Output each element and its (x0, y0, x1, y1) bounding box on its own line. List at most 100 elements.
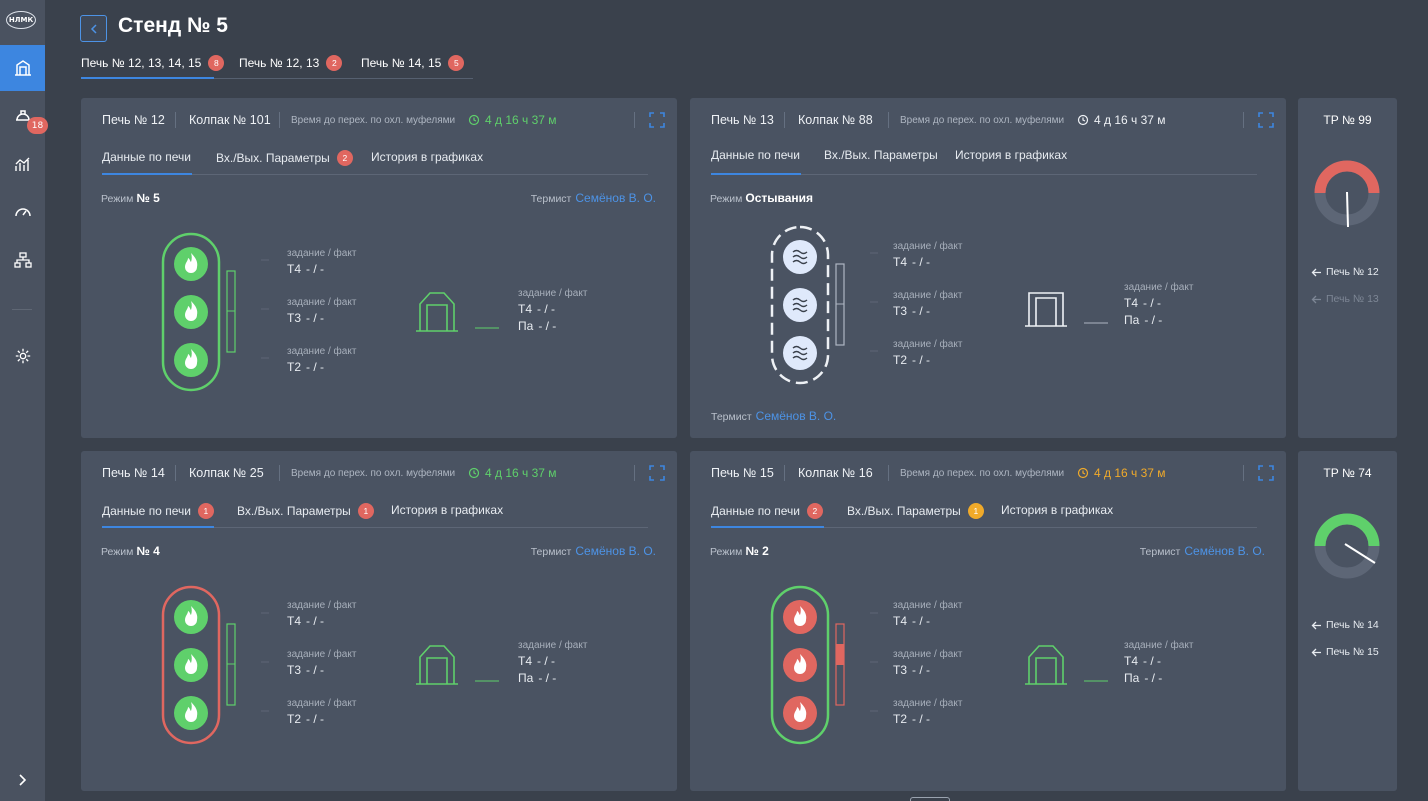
mode-label: Режим (101, 546, 134, 558)
point-value: - / - (1143, 296, 1162, 310)
point-value: - / - (306, 614, 325, 628)
nav-analytics[interactable] (0, 141, 45, 187)
fullscreen-icon[interactable] (1258, 465, 1274, 481)
arrow-left-icon (1311, 295, 1321, 303)
transformer-title: ТР № 74 (1323, 466, 1372, 480)
point-name: Т4 (518, 654, 533, 668)
chevron-right-icon (19, 774, 27, 786)
furnace-diagram (770, 225, 878, 385)
point-header: задание / факт (518, 640, 588, 651)
burner-flame-icon (783, 648, 817, 682)
point-value: - / - (537, 302, 556, 316)
tab-label: Вх./Вых. Параметры (216, 151, 330, 165)
notification-badge: 18 (27, 117, 48, 134)
time-label: Время до перех. по охл. муфелями (900, 115, 1065, 126)
expand-sidebar-button[interactable] (13, 771, 31, 789)
card-header: Печь № 12 Колпак № 101 Время до перех. п… (102, 110, 665, 130)
point-header: задание / факт (893, 241, 963, 252)
nav-divider (12, 309, 32, 310)
thermist: Термист Семёнов В. О. (531, 544, 656, 558)
time-remaining: 4 д 16 ч 37 м (1077, 113, 1166, 127)
point-name: Т4 (518, 302, 533, 316)
card-tabs: Данные по печи Вх./Вых. Параметры Истори… (711, 144, 1257, 175)
cap-points: задание / факт Т4- / - Па - / - (1124, 282, 1193, 327)
thermist-link[interactable]: Семёнов В. О. (1184, 544, 1265, 558)
tab-group-14-15[interactable]: Печь № 14, 15 5 (361, 55, 465, 71)
nav-settings[interactable] (0, 333, 45, 379)
tab-count-badge: 2 (336, 150, 353, 166)
tab-io-params[interactable]: Вх./Вых. Параметры 1 (237, 503, 374, 519)
burner-flame-icon (174, 295, 208, 329)
fullscreen-icon[interactable] (649, 112, 665, 128)
linked-furnace-link[interactable]: Печь № 12 (1311, 266, 1379, 278)
divider (784, 112, 785, 128)
point-value: - / - (912, 255, 931, 269)
tab-furnace-data[interactable]: Данные по печи (102, 150, 191, 164)
gauge-icon (14, 208, 31, 217)
point-value: - / - (306, 712, 325, 726)
tab-furnace-data[interactable]: Данные по печи (711, 148, 800, 162)
time-label: Время до перех. по охл. муфелями (291, 468, 456, 479)
zone-point-t2: задание / факт Т2 - / - (287, 698, 356, 726)
tab-history[interactable]: История в графиках (1001, 503, 1113, 517)
back-button[interactable] (80, 15, 107, 42)
zone-point-t4: задание / факт Т4 - / - (287, 248, 356, 276)
tab-count-badge: 2 (806, 503, 823, 519)
fullscreen-icon[interactable] (649, 465, 665, 481)
point-header: задание / факт (287, 698, 357, 709)
thermist-link[interactable]: Семёнов В. О. (755, 409, 837, 423)
mode: Режим № 4 (101, 544, 160, 558)
nav-gauge[interactable] (0, 189, 45, 235)
point-value: - / - (1144, 313, 1163, 327)
thermist-link[interactable]: Семёнов В. О. (575, 544, 656, 558)
zone-point-t4: задание / факт Т4 - / - (893, 241, 962, 269)
point-name: Т4 (893, 614, 908, 628)
tab-io-params[interactable]: Вх./Вых. Параметры 1 (847, 503, 984, 519)
tab-io-params[interactable]: Вх./Вых. Параметры (824, 148, 938, 162)
divider (888, 112, 889, 128)
point-name: Т2 (287, 712, 302, 726)
mode-value: № 5 (136, 191, 160, 205)
linked-furnace-link[interactable]: Печь № 15 (1311, 646, 1379, 658)
zone-point-t3: задание / факт Т3 - / - (287, 297, 356, 325)
tab-io-params[interactable]: Вх./Вых. Параметры 2 (216, 150, 353, 166)
tab-count-badge: 1 (357, 503, 374, 519)
furnace-card-13: Печь № 13 Колпак № 88 Время до перех. по… (690, 98, 1286, 438)
point-name: Т4 (893, 255, 908, 269)
tab-count-badge: 1 (967, 503, 984, 519)
mode: Режим № 2 (710, 544, 769, 558)
cap-points: задание / факт Т4- / - Па - / - (1124, 640, 1193, 685)
linked-furnace-link[interactable]: Печь № 13 (1311, 293, 1379, 305)
zone-point-t3: задание / факт Т3 - / - (287, 649, 356, 677)
mode: Режим Остывания (710, 191, 813, 205)
nav-safety[interactable] (0, 93, 45, 139)
tab-furnace-data[interactable]: Данные по печи 1 (102, 503, 214, 519)
tab-label: Данные по печи (102, 504, 191, 518)
tab-group-all[interactable]: Печь № 12, 13, 14, 15 8 (81, 55, 225, 71)
hardhat-icon (15, 110, 30, 121)
tab-group-12-13[interactable]: Печь № 12, 13 2 (239, 55, 343, 71)
tab-label: Печь № 14, 15 (361, 56, 442, 70)
nav-factory[interactable] (0, 45, 45, 91)
nav-network[interactable] (0, 237, 45, 283)
point-value: - / - (306, 360, 325, 374)
tab-furnace-data[interactable]: Данные по печи 2 (711, 503, 823, 519)
linked-furnace-link[interactable]: Печь № 14 (1311, 619, 1379, 631)
chevron-left-icon (90, 23, 97, 34)
thermist-link[interactable]: Семёнов В. О. (575, 191, 656, 205)
zone-point-t4: задание / факт Т4 - / - (287, 600, 356, 628)
cap-icon (1025, 645, 1108, 685)
cap-number: Колпак № 25 (189, 466, 264, 480)
scroll-handle[interactable] (910, 797, 950, 801)
fullscreen-icon[interactable] (1258, 112, 1274, 128)
tab-history[interactable]: История в графиках (955, 148, 1067, 162)
point-header: задание / факт (287, 600, 357, 611)
tab-history[interactable]: История в графиках (371, 150, 483, 164)
point-value: - / - (306, 262, 325, 276)
tab-count-badge: 2 (326, 55, 343, 71)
tab-count-badge: 1 (197, 503, 214, 519)
tab-history[interactable]: История в графиках (391, 503, 503, 517)
card-tabs: Данные по печи 1 Вх./Вых. Параметры 1 Исто… (102, 497, 648, 528)
point-header: задание / факт (893, 698, 963, 709)
furnace-number: Печь № 12 (102, 113, 165, 127)
